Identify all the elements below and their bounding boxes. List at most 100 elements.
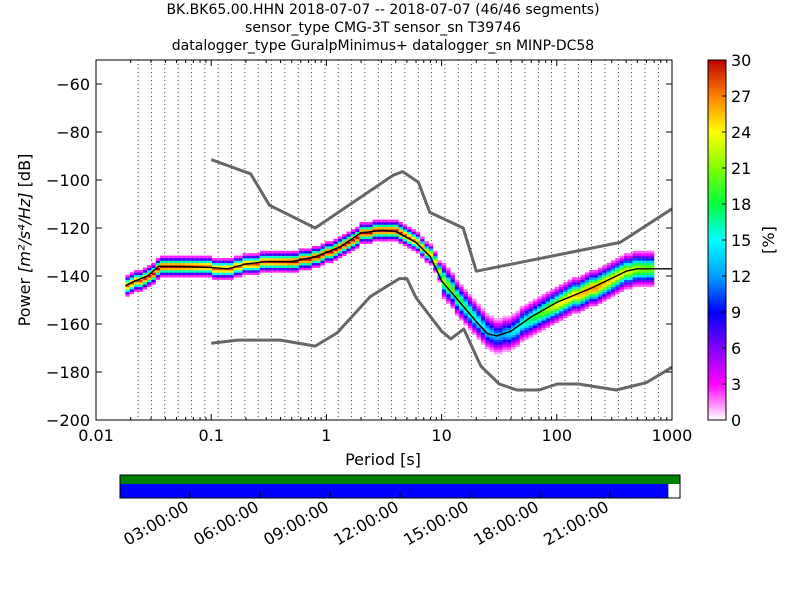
pdf-cell [467,306,473,309]
pdf-cell [277,265,282,268]
pdf-cell [502,325,507,328]
pdf-cell [225,272,230,276]
pdf-cell [602,272,607,276]
pdf-cell [489,349,494,352]
colorbar-tick-label: 0 [731,411,741,430]
pdf-cell [606,296,611,300]
high-noise-model-line [210,158,672,273]
pdf-cell [246,267,252,271]
pdf-cell [259,262,265,266]
pdf-cell [641,258,646,261]
pdf-cell [554,286,559,290]
pdf-cell [476,306,481,309]
pdf-cell [394,234,399,237]
pdf-cell [259,258,265,261]
pdf-cell [632,258,637,261]
pdf-cell [264,253,269,256]
pdf-cell [389,222,395,225]
colorbar-tick-label: 9 [731,303,741,322]
pdf-cell [480,318,486,321]
pdf-cell [316,262,321,266]
pdf-cell [480,330,486,333]
pdf-cell [277,270,282,273]
pdf-cell [623,258,629,261]
pdf-cell [316,258,321,261]
pdf-cell [532,308,538,312]
pdf-cell [407,231,412,235]
pdf-cell [359,234,364,237]
pdf-cell [363,234,369,237]
pdf-cell [203,270,208,273]
pdf-cell [623,277,629,280]
pdf-cell [290,255,295,259]
pdf-cell [372,224,377,228]
pdf-cell [142,270,148,273]
pdf-cell [168,272,174,276]
pdf-cell [528,308,533,312]
pdf-cell [524,334,529,338]
pdf-cell [177,272,182,276]
pdf-cell [147,277,152,280]
pdf-cell [545,308,551,312]
pdf-cell [532,320,538,324]
pdf-cell [190,255,195,259]
pdf-cell [433,255,438,259]
pdf-cell [394,231,399,235]
pdf-cell [472,303,477,307]
pdf-cell [428,248,434,252]
pdf-cell [602,294,607,297]
pdf-cell [298,260,304,264]
pdf-cell [632,274,637,278]
pdf-cell [268,250,273,254]
pdf-cell [511,322,516,326]
pdf-cell [524,332,529,336]
pdf-cell [489,332,494,336]
pdf-cell [463,313,468,316]
pdf-cell [238,260,243,264]
pdf-cell [550,306,555,309]
pdf-cell [281,262,286,266]
pdf-cell [558,286,564,290]
y-tick-label: −160 [46,315,90,334]
mean-psd-line [125,229,672,337]
pdf-cell [229,267,234,271]
pdf-cell [168,267,174,271]
pdf-cell [151,274,156,278]
pdf-cell [459,318,464,321]
pdf-cell [519,339,525,343]
pdf-cell [615,267,620,271]
pdf-cell [398,224,403,228]
pdf-cell [498,351,503,355]
pdf-cell [532,322,538,326]
pdf-cell [593,294,598,297]
pdf-cell [537,303,542,307]
pdf-cell [511,346,516,350]
pdf-cell [450,282,455,285]
pdf-cell [454,291,460,295]
pdf-cell [246,270,252,273]
pdf-cell [285,250,291,254]
pdf-cell [285,262,291,266]
pdf-cell [177,260,182,264]
pdf-cell [220,270,226,273]
pdf-cell [355,241,360,244]
pdf-cell [584,277,590,280]
pdf-cell [311,248,317,252]
pdf-cell [485,337,490,340]
pdf-cell [363,236,369,240]
pdf-cell [558,315,564,319]
pdf-cell [129,291,135,295]
pdf-cell [337,241,343,244]
x-tick-label: 1 [321,426,331,445]
y-tick-label: −140 [46,267,90,286]
pdf-cell [649,270,655,273]
pdf-cell [454,284,460,288]
pdf-cell [641,260,646,264]
pdf-cell [567,301,572,304]
pdf-cell [571,282,577,285]
pdf-cell [177,270,182,273]
pdf-cell [199,270,204,273]
pdf-cell [467,327,473,331]
pdf-cell [489,330,494,333]
